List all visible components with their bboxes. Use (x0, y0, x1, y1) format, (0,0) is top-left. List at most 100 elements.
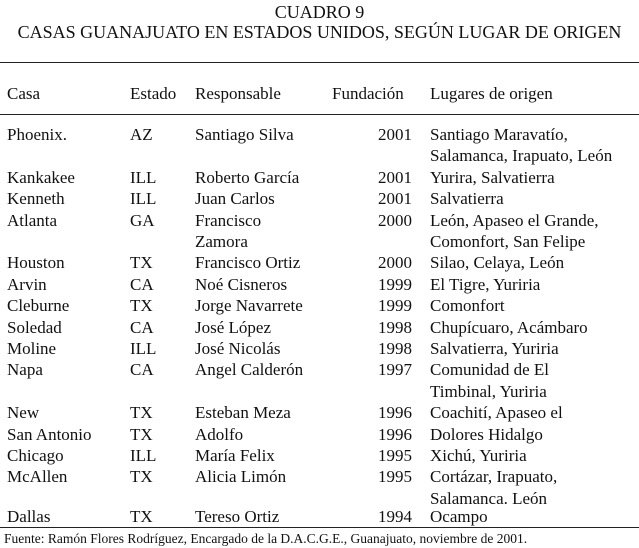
cell-responsable-line: María Felix (195, 445, 275, 465)
cell-casa: New (7, 403, 40, 423)
cell-casa: Dallas (7, 507, 51, 527)
cell-responsable-line: Francisco Ortiz (195, 253, 301, 273)
cell-fundacion: 2001 (378, 167, 412, 187)
cell-casa: Chicago (7, 445, 64, 465)
cell-estado: CA (130, 360, 154, 380)
cell-responsable: José Nicolás (195, 338, 280, 359)
table-body: Phoenix. AZ Santiago Silva 2001 Santiago Mar… (0, 124, 639, 527)
cell-responsable: Noé Cisneros (195, 274, 287, 295)
table-number: CUADRO 9 (274, 2, 365, 22)
cell-fundacion: 2000 (378, 253, 412, 273)
cell-fundacion: 1995 (378, 445, 412, 465)
cell-estado: TX (130, 253, 153, 273)
cell-responsable-line: Alicia Limón (195, 467, 287, 487)
cell-responsable: Tereso Ortiz (195, 506, 279, 527)
table-row: Arvin CA Noé Cisneros 1999 El Tigre, Yuriria (0, 274, 639, 295)
cell-fundacion: 1997 (378, 360, 412, 380)
cell-responsable: Juan Carlos (195, 188, 275, 209)
cell-responsable-line: Roberto García (195, 167, 300, 187)
cell-casa: Arvin (7, 274, 47, 294)
cell-estado: AZ (130, 125, 153, 144)
cell-fundacion: 1998 (378, 317, 412, 337)
cell-responsable-line: Jorge Navarrete (195, 296, 303, 316)
cell-responsable: Francisco Zamora (195, 210, 261, 253)
header-estado: Estado (130, 84, 177, 103)
table-row: New TX Esteban Meza 1996 Coachití, Apaseo el (0, 402, 639, 423)
cell-responsable-line: Juan Carlos (195, 189, 275, 209)
cell-lugares-line: Yurira, Salvatierra (430, 167, 555, 187)
cell-lugares: Santiago Maravatío, Salamanca, Irapuato, … (430, 124, 612, 167)
cell-lugares: Dolores Hidalgo (430, 424, 543, 445)
cell-responsable-line: José Nicolás (195, 338, 281, 358)
cell-lugares: Yurira, Salvatierra (430, 167, 555, 188)
table-header: Casa Estado Responsable Fundación Lugare… (0, 84, 639, 104)
cell-lugares-line: Salvatierra (430, 189, 504, 209)
cell-responsable: Angel Calderón (195, 359, 303, 380)
header-rule (0, 114, 639, 115)
cell-lugares-line: Cortázar, Irapuato, (430, 467, 558, 487)
cell-responsable-line: Zamora (195, 231, 248, 251)
cell-responsable-line: Tereso Ortiz (195, 507, 280, 527)
cell-responsable-line: Angel Calderón (195, 360, 304, 380)
cell-fundacion: 2001 (378, 189, 412, 209)
cell-fundacion: 1994 (378, 507, 412, 527)
cell-estado: CA (130, 317, 154, 337)
cell-responsable-line: Noé Cisneros (195, 274, 288, 294)
cell-lugares: Xichú, Yuriria (430, 445, 527, 466)
table-row: Kankakee ILL Roberto García 2001 Yurira, Sal… (0, 167, 639, 188)
cell-casa: Kenneth (7, 189, 65, 209)
table-row: Napa CA Angel Calderón 1997 Comunidad de El T… (0, 359, 639, 402)
cell-lugares-line: Timbinal, Yuriria (430, 381, 547, 401)
cell-lugares-line: Salamanca. León (430, 488, 548, 508)
cell-responsable: José López (195, 317, 271, 338)
cell-lugares: León, Apaseo el Grande, Comonfort, San Fe… (430, 210, 599, 253)
cell-estado: TX (130, 424, 153, 444)
header-responsable: Responsable (195, 84, 281, 103)
cell-lugares-line: Coachití, Apaseo el (430, 403, 563, 423)
cell-responsable: María Felix (195, 445, 275, 466)
cell-fundacion: 2001 (378, 125, 412, 144)
cell-fundacion: 1996 (378, 424, 412, 444)
cell-casa: Phoenix. (7, 125, 67, 144)
cell-responsable: Adolfo (195, 424, 243, 445)
cell-responsable: Santiago Silva (195, 124, 294, 145)
cell-estado: TX (130, 296, 153, 316)
cell-lugares-line: Silao, Celaya, León (430, 253, 565, 273)
cell-lugares: Salvatierra (430, 188, 504, 209)
cell-lugares-line: León, Apaseo el Grande, (430, 210, 599, 230)
cell-responsable: Francisco Ortiz (195, 252, 300, 273)
table-row: Moline ILL José Nicolás 1998 Salvatierra, Yu… (0, 338, 639, 359)
cell-casa: Cleburne (7, 296, 70, 316)
header-fundacion: Fundación (332, 84, 404, 103)
cell-lugares: Comunidad de El Timbinal, Yuriria (430, 359, 549, 402)
cell-responsable-line: Adolfo (195, 424, 244, 444)
cell-estado: ILL (130, 338, 157, 358)
cell-estado: TX (130, 403, 153, 423)
bottom-rule (0, 527, 639, 528)
header-lugares: Lugares de origen (430, 84, 553, 103)
cell-casa: Napa (7, 360, 43, 380)
cell-casa: Houston (7, 253, 65, 273)
cell-lugares: Salvatierra, Yuriria (430, 338, 559, 359)
cell-fundacion: 1995 (378, 467, 412, 487)
cell-estado: GA (130, 210, 155, 230)
cell-estado: ILL (130, 189, 157, 209)
table-row: Chicago ILL María Felix 1995 Xichú, Yuriria (0, 445, 639, 466)
table-row: San Antonio TX Adolfo 1996 Dolores Hidalgo (0, 424, 639, 445)
table-row: Cleburne TX Jorge Navarrete 1999 Comonfort (0, 295, 639, 316)
top-rule (0, 62, 639, 63)
cell-estado: TX (130, 467, 153, 487)
cell-responsable-line: Esteban Meza (195, 403, 291, 423)
cell-casa: Soledad (7, 317, 62, 337)
cell-lugares: Cortázar, Irapuato, Salamanca. León (430, 466, 557, 509)
cell-casa: Moline (7, 338, 57, 358)
cell-lugares-line: Santiago Maravatío, (430, 125, 568, 144)
cell-estado: ILL (130, 167, 157, 187)
table-row: Atlanta GA Francisco Zamora 2000 León, Apaseo… (0, 210, 639, 253)
table-row: Houston TX Francisco Ortiz 2000 Silao, Celay… (0, 252, 639, 273)
table-row: Dallas TX Tereso Ortiz 1994 Ocampo (0, 506, 639, 527)
cell-fundacion: 1998 (378, 338, 412, 358)
table-row: McAllen TX Alicia Limón 1995 Cortázar, Irapu… (0, 466, 639, 509)
cell-casa: Kankakee (7, 167, 75, 187)
header-casa: Casa (7, 84, 41, 103)
